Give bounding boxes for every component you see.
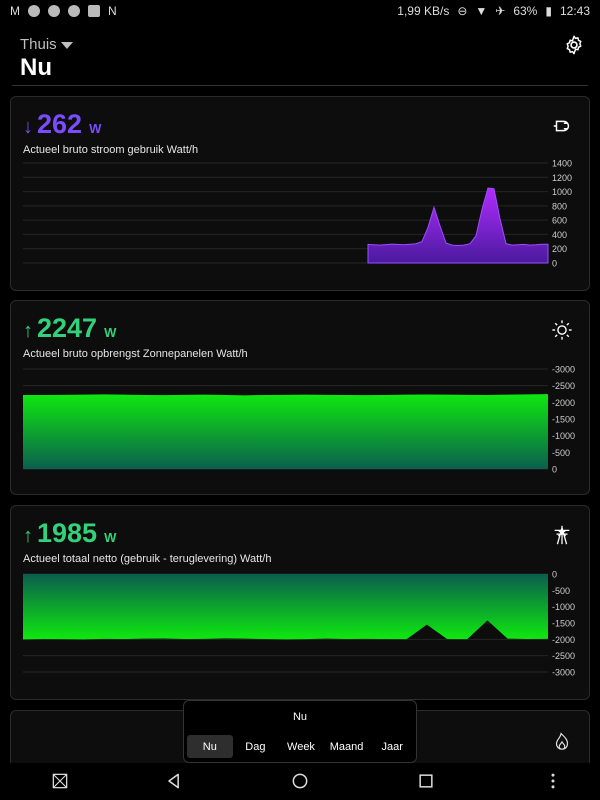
flame-icon	[555, 732, 569, 750]
y-tick-label: 0	[552, 259, 557, 269]
y-tick-label: -1000	[552, 431, 575, 441]
net-card[interactable]: ↑ 1985 W Actueel totaal netto (gebruik -…	[10, 505, 590, 700]
clock: 12:43	[559, 4, 590, 18]
tab-dag[interactable]: Dag	[245, 740, 266, 753]
y-tick-label: -3000	[552, 668, 575, 678]
solar-chart: -3000 -2500 -2000 -1500 -1000 -500 0	[23, 365, 575, 475]
more-icon[interactable]	[543, 771, 563, 791]
back-icon[interactable]	[164, 771, 184, 791]
usage-number: 262	[37, 109, 83, 139]
airplane-icon: ✈	[495, 4, 506, 18]
y-tick-label: 0	[552, 570, 557, 580]
app-n-icon: N	[108, 4, 117, 18]
tab-week[interactable]: Week	[287, 740, 315, 753]
y-tick-label: 1200	[552, 173, 572, 183]
page-title: Nu	[20, 54, 52, 81]
wifi-icon: ▼	[475, 4, 488, 18]
sun-icon	[552, 320, 572, 340]
power-tower-icon	[554, 525, 570, 545]
y-tick-label: 200	[552, 244, 567, 254]
net-area	[23, 574, 548, 640]
header-divider	[12, 85, 588, 86]
chrome-icon	[68, 5, 80, 17]
y-tick-label: -2000	[552, 635, 575, 645]
notification-icons: M N	[10, 4, 117, 18]
arrow-down-icon: ↓	[23, 116, 33, 138]
gmail-icon: M	[10, 4, 20, 18]
y-tick-label: -2000	[552, 398, 575, 408]
chrome-icon	[28, 5, 40, 17]
solar-area	[23, 394, 548, 469]
y-tick-label: 400	[552, 230, 567, 240]
y-tick-label: -1000	[552, 602, 575, 612]
y-tick-label: -2500	[552, 651, 575, 661]
home-selector[interactable]: Thuis	[20, 36, 73, 53]
network-speed: 1,99 KB/s	[397, 4, 450, 18]
y-tick-label: -500	[552, 448, 570, 458]
home-label: Thuis	[20, 36, 57, 53]
solar-number: 2247	[37, 313, 98, 343]
recents-icon[interactable]	[416, 771, 436, 791]
net-value: ↑ 1985 W	[23, 518, 116, 549]
tab-jaar[interactable]: Jaar	[381, 740, 403, 753]
plug-icon	[553, 120, 570, 132]
net-number: 1985	[37, 518, 98, 548]
net-chart: 0 -500 -1000 -1500 -2000 -2500 -3000	[23, 570, 575, 678]
solar-card[interactable]: ↑ 2247 W Actueel bruto opbrengst Zonnepa…	[10, 300, 590, 495]
y-tick-label: -1500	[552, 619, 575, 629]
usage-description: Actueel bruto stroom gebruik Watt/h	[23, 144, 199, 156]
y-tick-label: 800	[552, 201, 567, 211]
navigation-bar	[0, 763, 600, 800]
y-tick-label: 0	[552, 465, 557, 475]
chrome-icon	[48, 5, 60, 17]
y-tick-label: -3000	[552, 365, 575, 375]
solar-description: Actueel bruto opbrengst Zonnepanelen Wat…	[23, 348, 248, 360]
usage-chart: 1400 1200 1000 800 600 400 200 0	[23, 159, 572, 269]
usage-unit: W	[89, 121, 102, 136]
period-tabs: Nu Dag Week Maand Jaar	[187, 735, 415, 758]
do-not-disturb-icon: ⊖	[457, 4, 468, 18]
y-tick-label: 1000	[552, 187, 572, 197]
gear-icon[interactable]	[563, 34, 585, 56]
caret-down-icon	[60, 42, 73, 49]
net-description: Actueel totaal netto (gebruik - teruglev…	[23, 553, 272, 565]
y-tick-label: 1400	[552, 159, 572, 169]
home-icon[interactable]	[290, 771, 310, 791]
image-icon	[88, 5, 100, 17]
y-tick-label: -500	[552, 586, 570, 596]
battery-icon: ▮	[545, 4, 552, 18]
solar-unit: W	[104, 325, 117, 340]
app-header: Thuis Nu	[0, 22, 600, 88]
y-tick-label: 600	[552, 216, 567, 226]
battery-level: 63%	[513, 4, 538, 18]
net-unit: W	[104, 530, 117, 545]
screenshot-icon[interactable]	[50, 771, 70, 791]
tab-nu[interactable]: Nu	[187, 735, 233, 758]
usage-value: ↓ 262 W	[23, 109, 101, 140]
usage-card[interactable]: ↓ 262 W Actueel bruto stroom gebruik Wat…	[10, 96, 590, 291]
tab-maand[interactable]: Maand	[329, 740, 364, 753]
period-title: Nu	[292, 711, 308, 723]
arrow-up-icon: ↑	[23, 525, 33, 547]
usage-area	[367, 187, 549, 264]
status-bar: M N 1,99 KB/s ⊖ ▼ ✈ 63% ▮ 12:43	[0, 0, 600, 22]
y-tick-label: -1500	[552, 415, 575, 425]
y-tick-label: -2500	[552, 381, 575, 391]
period-selector: Nu Nu Dag Week Maand Jaar	[183, 700, 417, 763]
solar-value: ↑ 2247 W	[23, 313, 116, 344]
arrow-up-icon: ↑	[23, 320, 33, 342]
